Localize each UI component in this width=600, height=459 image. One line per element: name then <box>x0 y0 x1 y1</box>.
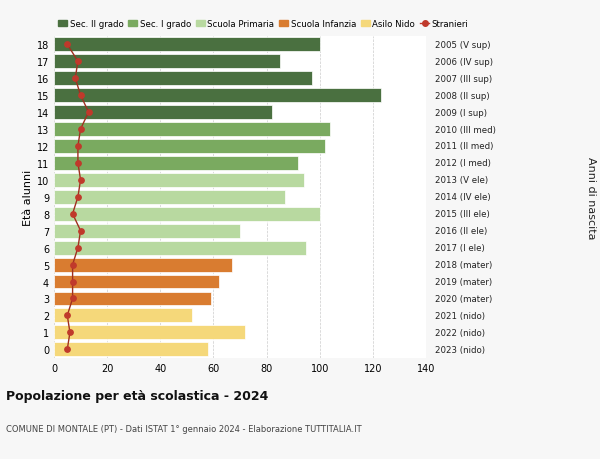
Bar <box>54 326 245 340</box>
Point <box>73 160 83 167</box>
Bar <box>54 258 232 272</box>
Text: Popolazione per età scolastica - 2024: Popolazione per età scolastica - 2024 <box>6 389 268 403</box>
Text: 2013 (V ele): 2013 (V ele) <box>435 176 488 185</box>
Point <box>76 228 85 235</box>
Bar <box>54 123 331 137</box>
Legend: Sec. II grado, Sec. I grado, Scuola Primaria, Scuola Infanzia, Asilo Nido, Stran: Sec. II grado, Sec. I grado, Scuola Prim… <box>58 20 468 29</box>
Point <box>68 278 77 285</box>
Bar <box>54 72 312 86</box>
Point <box>73 58 83 66</box>
Bar <box>54 292 211 306</box>
Text: 2010 (III med): 2010 (III med) <box>435 125 496 134</box>
Point <box>73 194 83 201</box>
Bar <box>54 207 320 221</box>
Point <box>62 346 72 353</box>
Text: 2020 (mater): 2020 (mater) <box>435 294 492 303</box>
Text: 2005 (V sup): 2005 (V sup) <box>435 41 491 50</box>
Point <box>76 126 85 134</box>
Bar <box>54 342 208 357</box>
Bar <box>54 174 304 187</box>
Text: 2016 (II ele): 2016 (II ele) <box>435 227 487 235</box>
Text: 2006 (IV sup): 2006 (IV sup) <box>435 57 493 67</box>
Point <box>84 109 94 117</box>
Point <box>70 75 80 83</box>
Point <box>68 261 77 269</box>
Bar <box>54 89 381 103</box>
Text: 2011 (II med): 2011 (II med) <box>435 142 493 151</box>
Point <box>68 211 77 218</box>
Bar <box>54 275 219 289</box>
Text: 2012 (I med): 2012 (I med) <box>435 159 491 168</box>
Point <box>76 92 85 100</box>
Bar <box>54 38 320 52</box>
Text: 2014 (IV ele): 2014 (IV ele) <box>435 193 491 202</box>
Bar <box>54 55 280 69</box>
Point <box>73 143 83 150</box>
Bar <box>54 157 298 170</box>
Y-axis label: Età alunni: Età alunni <box>23 169 32 225</box>
Point <box>68 295 77 302</box>
Point <box>62 312 72 319</box>
Text: 2023 (nido): 2023 (nido) <box>435 345 485 354</box>
Text: 2018 (mater): 2018 (mater) <box>435 261 492 269</box>
Text: 2021 (nido): 2021 (nido) <box>435 311 485 320</box>
Bar <box>54 309 192 323</box>
Text: 2019 (mater): 2019 (mater) <box>435 277 492 286</box>
Point <box>76 177 85 184</box>
Bar <box>54 190 285 204</box>
Bar <box>54 106 272 120</box>
Point <box>65 329 75 336</box>
Bar <box>54 140 325 154</box>
Text: COMUNE DI MONTALE (PT) - Dati ISTAT 1° gennaio 2024 - Elaborazione TUTTITALIA.IT: COMUNE DI MONTALE (PT) - Dati ISTAT 1° g… <box>6 425 362 433</box>
Point <box>73 245 83 252</box>
Text: 2008 (II sup): 2008 (II sup) <box>435 91 490 101</box>
Text: 2015 (III ele): 2015 (III ele) <box>435 210 490 219</box>
Text: 2007 (III sup): 2007 (III sup) <box>435 74 492 84</box>
Text: Anni di nascita: Anni di nascita <box>586 156 596 239</box>
Bar <box>54 224 240 238</box>
Text: 2009 (I sup): 2009 (I sup) <box>435 108 487 118</box>
Point <box>62 41 72 49</box>
Bar <box>54 241 307 255</box>
Text: 2022 (nido): 2022 (nido) <box>435 328 485 337</box>
Text: 2017 (I ele): 2017 (I ele) <box>435 244 485 252</box>
